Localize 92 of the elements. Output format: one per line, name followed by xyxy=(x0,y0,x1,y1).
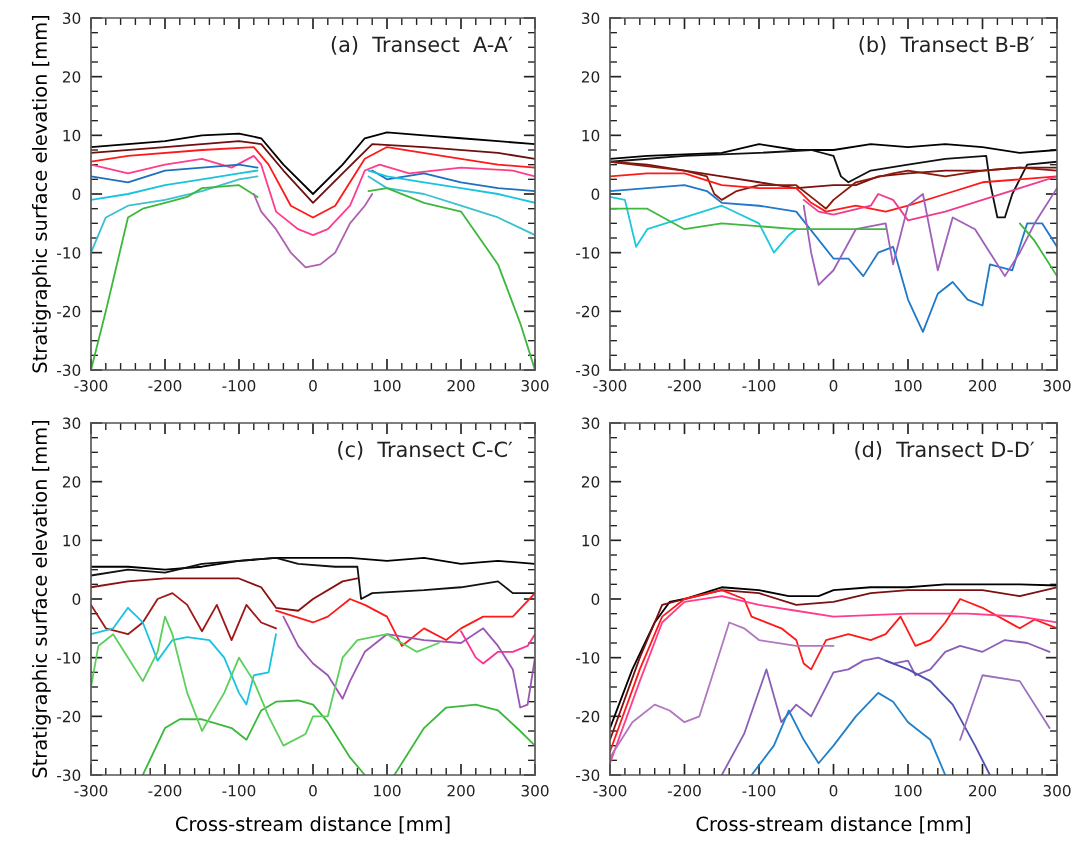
x-tick-label: 300 xyxy=(521,379,549,392)
y-axis-title: Stratigraphic surface elevation [mm] xyxy=(31,420,51,778)
x-tick-label: 0 xyxy=(309,784,317,797)
line-series xyxy=(91,615,440,747)
line-series xyxy=(91,131,535,195)
line-series xyxy=(802,187,1057,286)
line-series xyxy=(959,674,1051,741)
line-series xyxy=(141,699,366,775)
y-tick-label: -30 xyxy=(576,769,600,782)
line-series xyxy=(275,592,535,647)
text: (a) Transect A-A′ xyxy=(331,36,513,55)
x-tick-label: -300 xyxy=(593,379,627,392)
x-tick-label: 200 xyxy=(969,784,997,797)
line-series xyxy=(802,175,1057,222)
x-tick-label: 300 xyxy=(1043,379,1071,392)
y-tick-label: 20 xyxy=(62,71,81,83)
y-tick-label: 30 xyxy=(63,12,81,25)
line-series xyxy=(610,184,1057,333)
line-series xyxy=(91,577,359,612)
y-tick-label: 0 xyxy=(591,188,600,201)
x-axis-title: Cross-stream distance [mm] xyxy=(175,816,450,834)
x-tick-label: -100 xyxy=(222,379,256,392)
x-tick-label: -200 xyxy=(667,784,701,797)
y-tick-label: -30 xyxy=(57,769,81,782)
y-tick-label: -30 xyxy=(576,364,600,377)
y-tick-label: -20 xyxy=(576,305,600,318)
y-tick-label: 0 xyxy=(72,188,81,201)
y-tick-label: 30 xyxy=(582,12,600,25)
y-tick-label: 0 xyxy=(591,593,600,606)
x-tick-label: 100 xyxy=(374,379,401,392)
y-tick-label: 20 xyxy=(581,476,600,488)
y-tick-label: -10 xyxy=(576,652,600,664)
line-series xyxy=(91,146,535,219)
y-tick-label: 0 xyxy=(72,593,81,606)
y-tick-label: 10 xyxy=(63,129,81,142)
y-tick-label: -10 xyxy=(57,247,81,259)
x-tick-label: 0 xyxy=(309,379,317,392)
line-series xyxy=(720,639,1051,775)
y-tick-label: 30 xyxy=(582,417,600,430)
x-tick-label: 100 xyxy=(374,784,401,797)
line-series xyxy=(252,193,374,269)
y-tick-label: 20 xyxy=(62,476,81,488)
y-tick-label: 10 xyxy=(63,534,81,547)
x-tick-label: 200 xyxy=(447,784,475,797)
x-tick-label: 300 xyxy=(1043,784,1071,797)
y-tick-label: -20 xyxy=(576,710,600,723)
x-tick-label: -100 xyxy=(742,784,776,797)
text: (d) Transect D-D′ xyxy=(855,441,1035,460)
y-tick-label: -10 xyxy=(57,652,81,664)
x-tick-label: 300 xyxy=(521,784,549,797)
text: (c) Transect C-C′ xyxy=(338,441,513,460)
line-series xyxy=(884,659,991,775)
text: (b) Transect B-B′ xyxy=(859,36,1035,55)
line-series xyxy=(610,172,1057,213)
y-tick-label: 10 xyxy=(582,534,600,547)
line-series xyxy=(91,557,535,600)
x-tick-label: 200 xyxy=(447,379,475,392)
x-tick-label: -100 xyxy=(222,784,256,797)
x-tick-label: 100 xyxy=(895,784,922,797)
line-series xyxy=(460,630,535,665)
y-tick-label: -20 xyxy=(57,305,81,318)
y-tick-label: -10 xyxy=(576,247,600,259)
line-series xyxy=(282,615,535,709)
x-tick-label: 200 xyxy=(969,379,997,392)
x-tick-label: 0 xyxy=(829,379,838,392)
y-axis-title: Stratigraphic surface elevation [mm] xyxy=(31,15,51,373)
line-series xyxy=(610,143,1057,160)
line-series xyxy=(91,154,535,236)
line-series xyxy=(91,140,535,204)
x-tick-label: 100 xyxy=(895,379,922,392)
x-axis-title: Cross-stream distance [mm] xyxy=(696,816,970,834)
x-tick-label: -300 xyxy=(74,784,108,797)
line-series xyxy=(750,691,947,775)
y-tick-label: 30 xyxy=(63,417,81,430)
x-tick-label: -100 xyxy=(742,379,776,392)
y-tick-label: 10 xyxy=(582,129,600,142)
line-series xyxy=(610,160,1057,210)
y-tick-label: -20 xyxy=(57,710,81,723)
x-tick-label: -300 xyxy=(593,784,627,797)
line-series xyxy=(610,621,835,759)
line-series xyxy=(91,606,277,706)
x-tick-label: -300 xyxy=(74,379,108,392)
line-series xyxy=(610,196,798,254)
line-series xyxy=(91,592,277,641)
x-tick-label: 0 xyxy=(829,784,838,797)
y-tick-label: -30 xyxy=(57,364,81,377)
x-tick-label: -200 xyxy=(667,379,701,392)
x-tick-label: -200 xyxy=(148,784,182,797)
line-series xyxy=(91,557,535,571)
y-tick-label: 20 xyxy=(581,71,600,83)
x-tick-label: -200 xyxy=(148,379,182,392)
line-series xyxy=(393,703,535,775)
